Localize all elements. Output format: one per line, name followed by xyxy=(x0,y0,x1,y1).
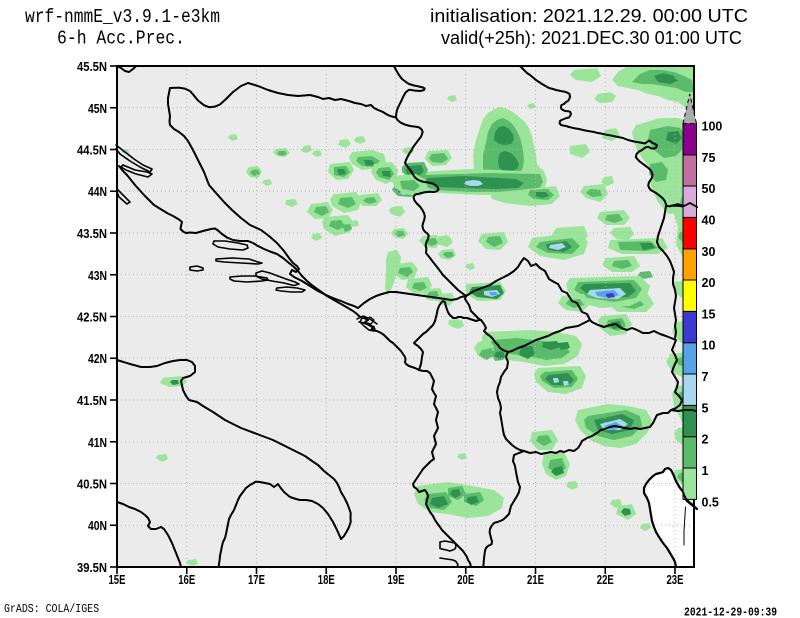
svg-text:41.5N: 41.5N xyxy=(77,393,107,408)
svg-text:41N: 41N xyxy=(88,435,107,450)
svg-text:6-h Acc.Prec.: 6-h Acc.Prec. xyxy=(57,28,185,50)
svg-text:43.5N: 43.5N xyxy=(77,226,107,241)
svg-text:40N: 40N xyxy=(88,518,107,533)
svg-text:43N: 43N xyxy=(88,268,107,283)
svg-text:2: 2 xyxy=(702,433,709,447)
svg-text:44N: 44N xyxy=(88,184,107,199)
svg-text:1: 1 xyxy=(702,464,709,478)
svg-text:15: 15 xyxy=(702,307,716,321)
svg-text:45.5N: 45.5N xyxy=(77,59,107,74)
svg-text:valid(+25h): 2021.DEC.30 01:00: valid(+25h): 2021.DEC.30 01:00 UTC xyxy=(441,28,742,48)
svg-text:20E: 20E xyxy=(457,572,474,587)
svg-text:23E: 23E xyxy=(667,572,684,587)
svg-text:42.5N: 42.5N xyxy=(77,310,107,325)
svg-text:39.5N: 39.5N xyxy=(77,560,107,575)
svg-text:19E: 19E xyxy=(388,572,405,587)
svg-text:5: 5 xyxy=(702,401,709,415)
svg-text:30: 30 xyxy=(702,245,716,259)
svg-text:18E: 18E xyxy=(318,572,335,587)
svg-text:21E: 21E xyxy=(527,572,544,587)
svg-text:0.5: 0.5 xyxy=(702,495,719,509)
svg-text:40.5N: 40.5N xyxy=(77,477,107,492)
svg-text:17E: 17E xyxy=(248,572,265,587)
svg-text:7: 7 xyxy=(702,370,709,384)
svg-text:40: 40 xyxy=(702,213,716,227)
svg-text:20: 20 xyxy=(702,276,716,290)
svg-text:16E: 16E xyxy=(178,572,195,587)
svg-text:100: 100 xyxy=(702,120,723,134)
svg-text:50: 50 xyxy=(702,182,716,196)
svg-text:2021-12-29-09:39: 2021-12-29-09:39 xyxy=(684,606,777,618)
svg-text:15E: 15E xyxy=(109,572,126,587)
svg-text:44.5N: 44.5N xyxy=(77,143,107,158)
svg-text:22E: 22E xyxy=(597,572,614,587)
svg-text:10: 10 xyxy=(702,339,716,353)
svg-text:initialisation: 2021.12.29.: initialisation: 2021.12.29. 00:00 UTC xyxy=(430,6,748,26)
svg-text:42N: 42N xyxy=(88,351,107,366)
svg-text:75: 75 xyxy=(702,151,716,165)
svg-text:wrf-nmmE_v3.9.1-e3km: wrf-nmmE_v3.9.1-e3km xyxy=(25,6,220,28)
svg-text:GrADS: COLA/IGES: GrADS: COLA/IGES xyxy=(4,602,99,616)
svg-text:45N: 45N xyxy=(88,101,107,116)
